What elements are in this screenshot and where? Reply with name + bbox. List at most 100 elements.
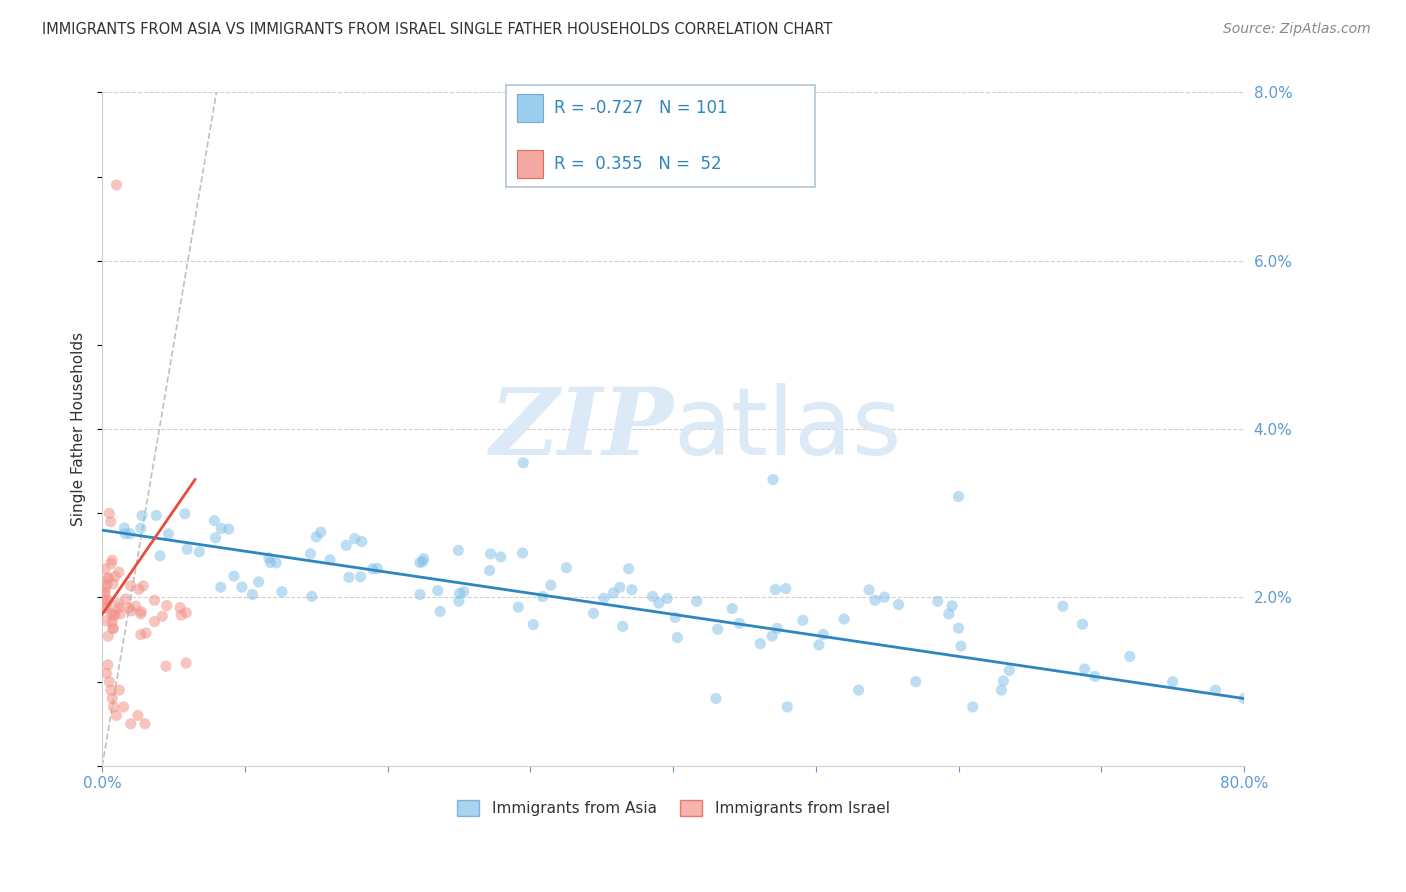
- Point: [108, 600, 131, 615]
- Point: [1073, 662, 1095, 676]
- Point: [97, 593, 120, 607]
- Point: [686, 594, 709, 608]
- Point: [100, 557, 122, 571]
- Point: [366, 561, 388, 575]
- Point: [222, 569, 245, 583]
- Point: [101, 553, 124, 567]
- Point: [108, 683, 131, 698]
- Text: R =  0.355   N =  52: R = 0.355 N = 52: [554, 155, 721, 173]
- Point: [101, 691, 124, 706]
- Point: [120, 716, 142, 731]
- Point: [101, 622, 124, 636]
- Point: [620, 582, 643, 597]
- Point: [319, 552, 342, 566]
- Point: [832, 612, 855, 626]
- Point: [176, 542, 198, 557]
- Point: [648, 596, 671, 610]
- Point: [512, 456, 534, 470]
- Point: [96, 593, 118, 607]
- Point: [593, 591, 616, 606]
- Point: [270, 584, 292, 599]
- Point: [706, 622, 728, 636]
- Point: [218, 522, 240, 536]
- Point: [305, 530, 328, 544]
- Point: [170, 608, 193, 623]
- Point: [108, 565, 131, 579]
- Point: [157, 526, 180, 541]
- Point: [120, 604, 142, 618]
- Point: [887, 598, 910, 612]
- Point: [602, 586, 624, 600]
- Point: [1119, 649, 1142, 664]
- Point: [938, 607, 960, 621]
- Point: [259, 556, 281, 570]
- Point: [927, 594, 949, 608]
- Point: [124, 599, 146, 614]
- Point: [721, 601, 744, 615]
- Point: [949, 639, 972, 653]
- Point: [110, 607, 132, 621]
- Point: [93, 594, 115, 608]
- Point: [412, 555, 434, 569]
- Point: [522, 617, 544, 632]
- Point: [776, 700, 799, 714]
- Point: [143, 593, 166, 607]
- Point: [409, 556, 432, 570]
- Point: [612, 619, 634, 633]
- Point: [129, 605, 152, 619]
- Point: [135, 626, 157, 640]
- Point: [107, 597, 129, 611]
- Point: [453, 584, 475, 599]
- Point: [775, 582, 797, 596]
- Point: [112, 521, 135, 535]
- Point: [97, 629, 120, 643]
- Point: [447, 543, 470, 558]
- Point: [155, 659, 177, 673]
- Point: [858, 582, 880, 597]
- Point: [149, 549, 172, 563]
- Point: [904, 674, 927, 689]
- Point: [94, 585, 117, 599]
- Point: [426, 583, 449, 598]
- Point: [449, 586, 471, 600]
- Point: [103, 700, 125, 714]
- Point: [240, 588, 263, 602]
- Point: [98, 674, 121, 689]
- Point: [1071, 617, 1094, 632]
- Point: [104, 607, 127, 622]
- Point: [96, 666, 118, 681]
- Point: [129, 521, 152, 535]
- Point: [962, 700, 984, 714]
- Point: [1161, 674, 1184, 689]
- Point: [100, 607, 122, 621]
- Point: [299, 547, 322, 561]
- Point: [479, 547, 502, 561]
- Point: [118, 526, 141, 541]
- Point: [173, 507, 195, 521]
- Point: [143, 615, 166, 629]
- Point: [948, 621, 970, 635]
- Point: [114, 526, 136, 541]
- Point: [489, 549, 512, 564]
- Point: [97, 571, 120, 585]
- Point: [412, 551, 434, 566]
- Point: [127, 708, 149, 723]
- Point: [101, 577, 124, 591]
- Point: [132, 579, 155, 593]
- Text: Source: ZipAtlas.com: Source: ZipAtlas.com: [1223, 22, 1371, 37]
- Point: [990, 683, 1012, 698]
- Point: [1233, 691, 1256, 706]
- Point: [728, 616, 751, 631]
- Point: [343, 532, 366, 546]
- Point: [103, 621, 125, 635]
- Point: [174, 656, 197, 670]
- Point: [105, 708, 128, 723]
- Point: [664, 610, 686, 624]
- Point: [104, 569, 127, 583]
- Point: [94, 580, 117, 594]
- Point: [209, 580, 232, 594]
- Point: [115, 591, 138, 606]
- Point: [582, 607, 605, 621]
- Point: [349, 570, 371, 584]
- Point: [512, 546, 534, 560]
